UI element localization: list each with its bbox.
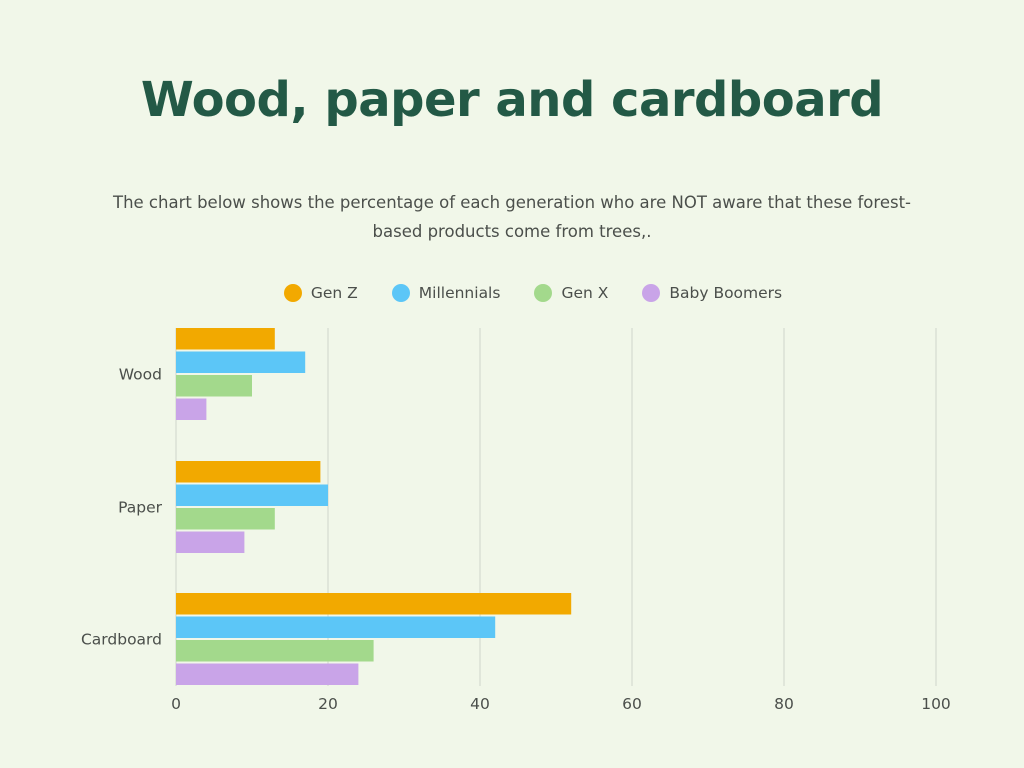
x-tick-label: 60 xyxy=(622,695,642,713)
category-label-cardboard: Cardboard xyxy=(81,631,162,649)
legend-label: Gen X xyxy=(561,284,609,302)
x-tick-label: 40 xyxy=(470,695,490,713)
category-label-paper: Paper xyxy=(118,499,163,517)
legend-swatch xyxy=(642,284,661,302)
legend-swatch xyxy=(391,284,410,302)
legend-item-baby-boomers: Baby Boomers xyxy=(642,284,782,302)
bar-paper-millennials xyxy=(176,484,328,506)
x-tick-label: 0 xyxy=(171,695,181,713)
bar-cardboard-gen-x xyxy=(176,640,374,662)
legend: Gen Z Millennials Gen X Baby Boomers xyxy=(0,284,1024,302)
chart-title: Wood, paper and cardboard xyxy=(140,72,884,128)
legend-label: Millennials xyxy=(418,284,501,302)
bar-paper-baby-boomers xyxy=(176,531,245,553)
bar-wood-gen-z xyxy=(176,328,275,350)
legend-swatch xyxy=(534,284,553,302)
x-tick-label: 100 xyxy=(921,695,951,713)
category-label-wood: Wood xyxy=(119,366,162,384)
chart-subtitle: The chart below shows the percentage of … xyxy=(113,193,911,241)
bar-wood-baby-boomers xyxy=(176,398,207,420)
bar-paper-gen-x xyxy=(176,508,275,530)
bar-wood-millennials xyxy=(176,351,306,373)
legend-label: Gen Z xyxy=(310,284,358,302)
x-tick-label: 80 xyxy=(774,695,794,713)
legend-label: Baby Boomers xyxy=(669,284,783,302)
bar-cardboard-millennials xyxy=(176,616,496,638)
x-tick-label: 20 xyxy=(318,695,338,713)
bar-cardboard-baby-boomers xyxy=(176,663,359,685)
legend-item-gen-z: Gen Z xyxy=(283,284,358,302)
bar-paper-gen-z xyxy=(176,461,321,483)
bar-wood-gen-x xyxy=(176,375,252,397)
legend-item-gen-x: Gen X xyxy=(534,284,608,302)
legend-item-millennials: Millennials xyxy=(391,284,501,302)
bar-cardboard-gen-z xyxy=(176,593,572,615)
legend-swatch xyxy=(283,284,302,302)
